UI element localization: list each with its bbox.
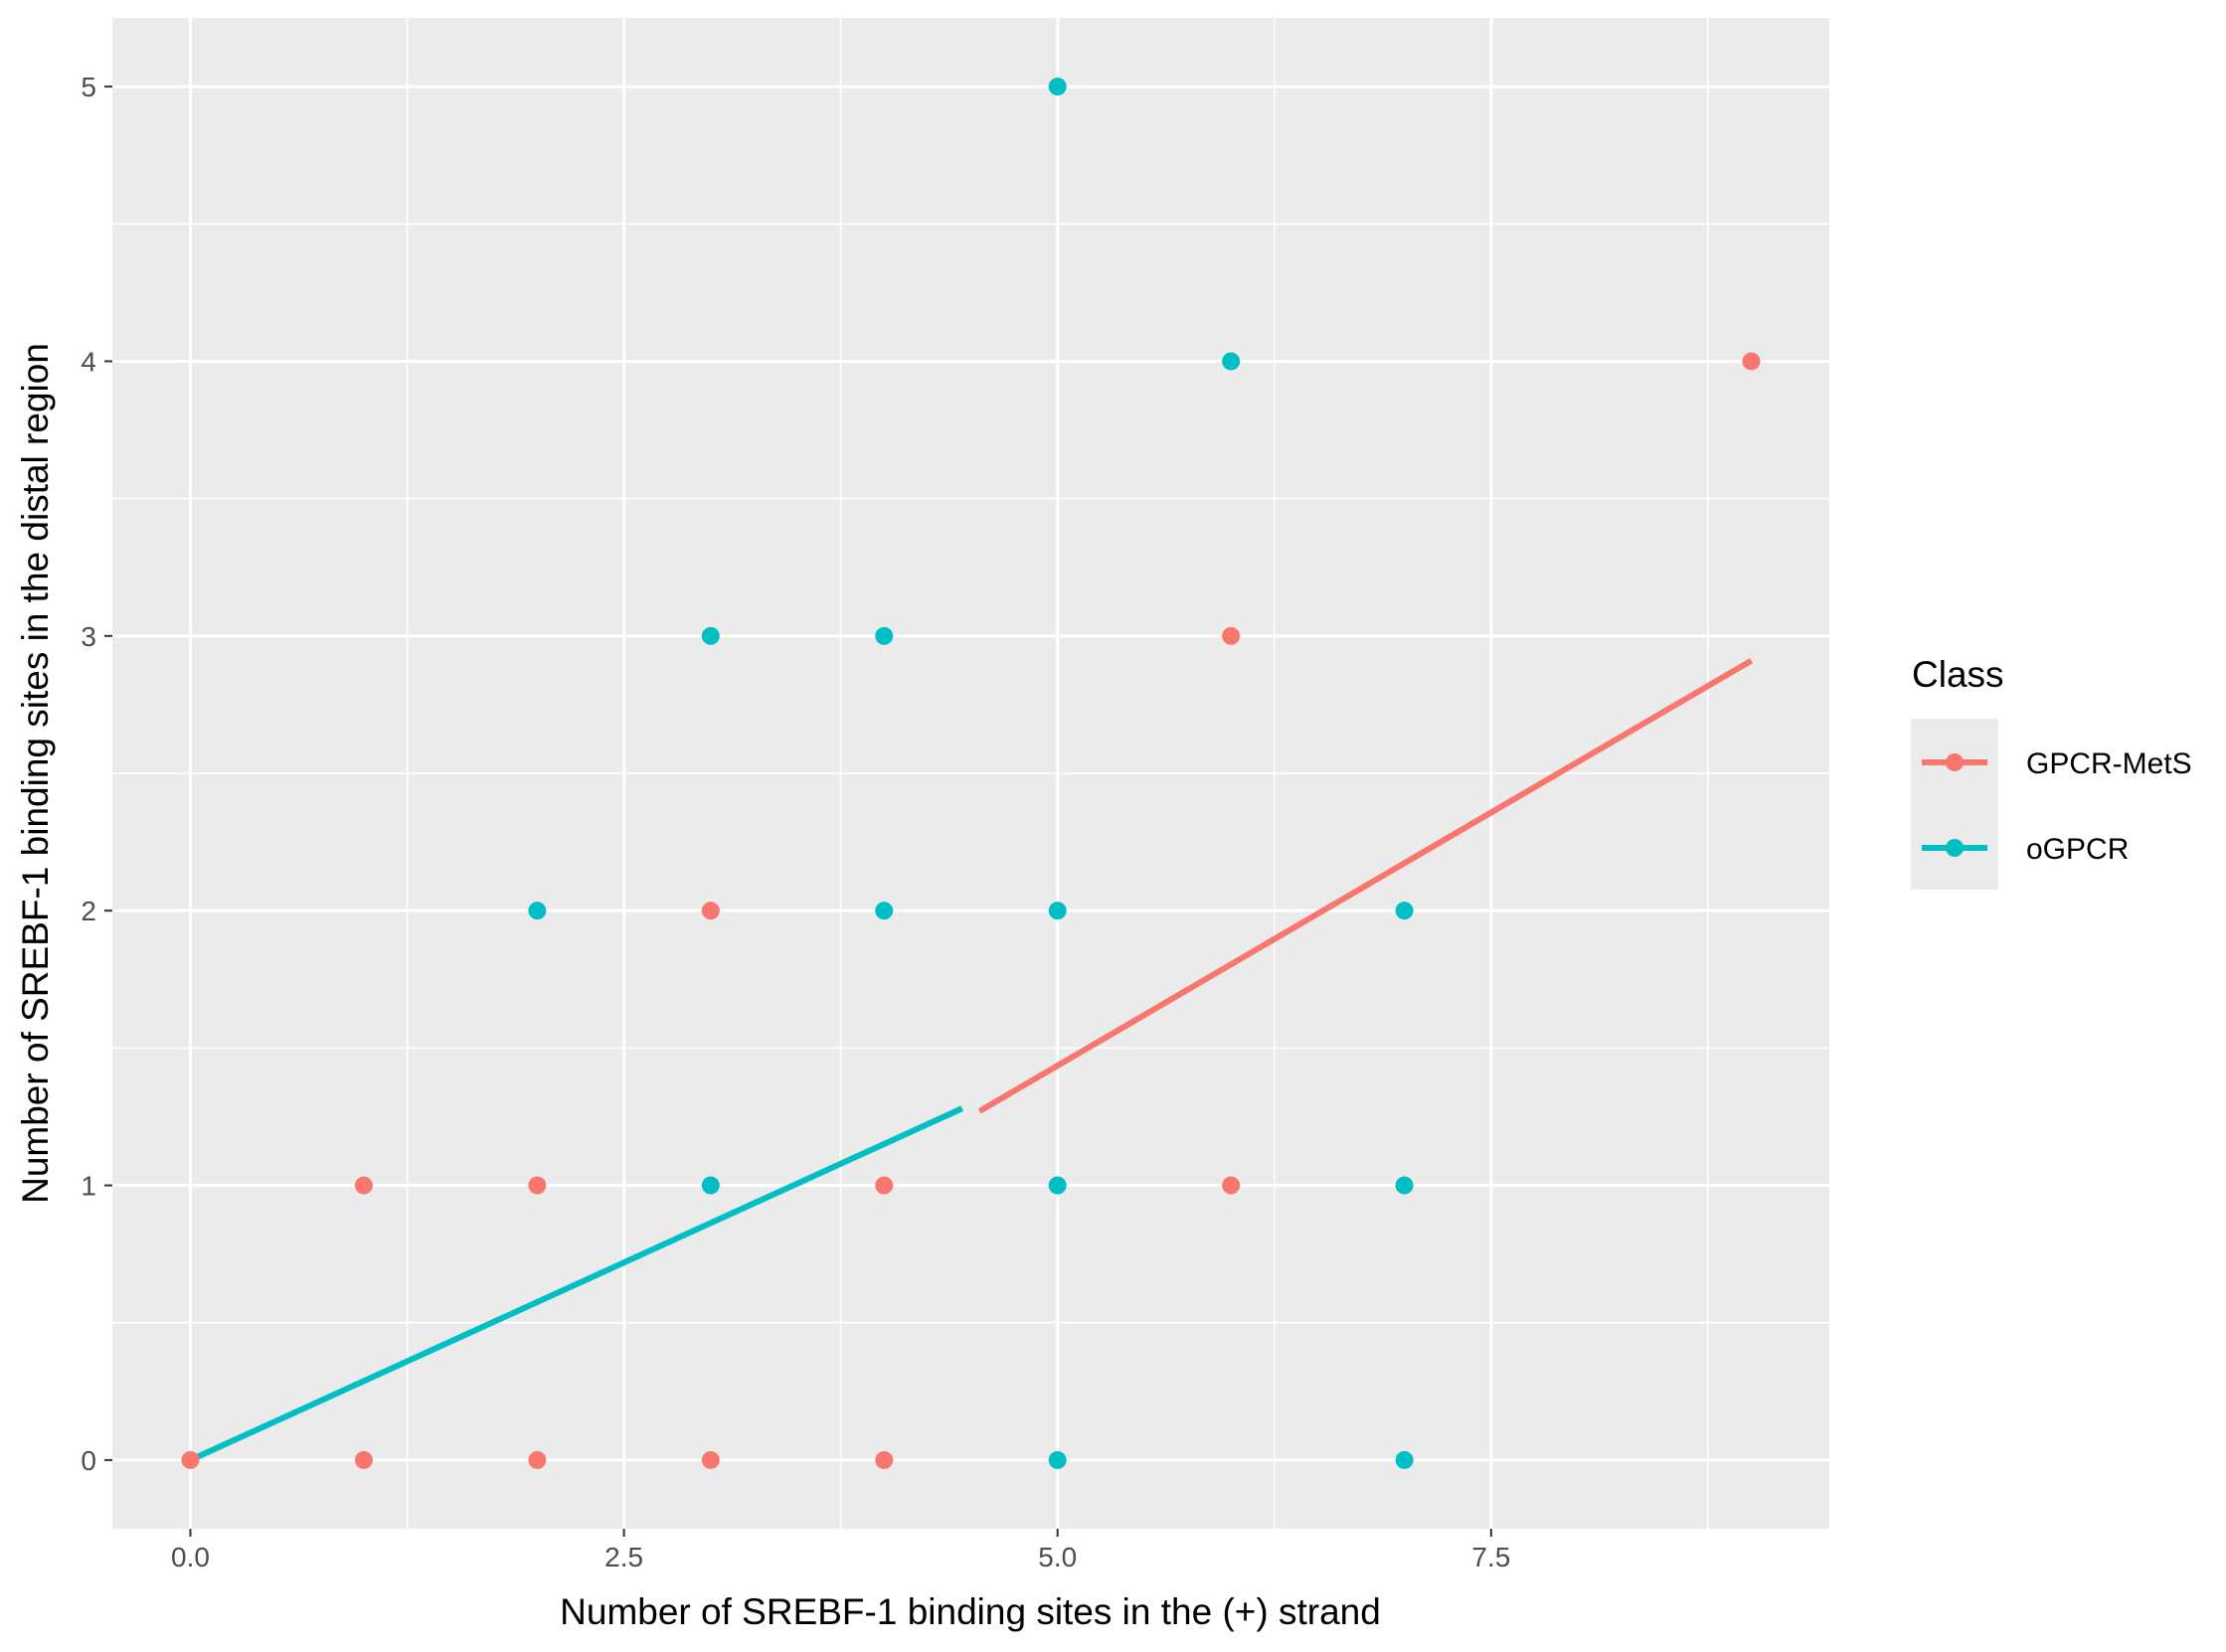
legend-label-ogpcr: oGPCR <box>2026 833 2129 866</box>
data-point-gpcr-mets <box>528 1176 547 1195</box>
legend-label-gpcr-mets: GPCR-MetS <box>2026 747 2192 780</box>
legend-title: Class <box>1912 654 2004 695</box>
y-tick-label: 4 <box>81 346 96 377</box>
data-point-gpcr-mets <box>875 1450 894 1469</box>
legend-key-point-gpcr-mets <box>1946 753 1964 771</box>
data-point-gpcr-mets <box>701 1450 720 1469</box>
data-point-ogpcr <box>701 626 720 645</box>
x-tick-label: 5.0 <box>1038 1542 1077 1572</box>
data-point-gpcr-mets <box>354 1450 373 1469</box>
trend-line-ogpcr <box>189 1105 964 1463</box>
data-point-ogpcr <box>701 1176 720 1195</box>
data-point-ogpcr <box>1222 352 1241 371</box>
data-point-ogpcr <box>875 626 894 645</box>
data-point-ogpcr <box>1048 902 1067 920</box>
data-point-ogpcr <box>1048 1176 1067 1195</box>
data-points <box>181 78 1761 1469</box>
y-tick-label: 5 <box>81 72 96 102</box>
x-axis-ticks: 0.0 2.5 5.0 7.5 <box>171 1529 1510 1572</box>
legend-key-background <box>1911 719 1998 890</box>
data-point-ogpcr <box>528 902 547 920</box>
minor-gridlines <box>112 18 1829 1529</box>
data-point-gpcr-mets <box>1222 1176 1241 1195</box>
data-point-ogpcr <box>1395 902 1414 920</box>
trend-line-gpcr-mets <box>977 658 1754 1114</box>
data-point-ogpcr <box>1395 1176 1414 1195</box>
data-point-ogpcr <box>875 902 894 920</box>
trend-lines <box>189 658 1754 1463</box>
y-tick-label: 1 <box>81 1171 96 1202</box>
legend-key-point-ogpcr <box>1946 839 1964 857</box>
y-tick-label: 3 <box>81 621 96 652</box>
x-axis-title: Number of SREBF-1 binding sites in the (… <box>560 1591 1381 1632</box>
data-point-gpcr-mets <box>528 1450 547 1469</box>
major-gridlines <box>112 18 1829 1529</box>
data-point-gpcr-mets <box>701 902 720 920</box>
x-tick-label: 2.5 <box>604 1542 643 1572</box>
y-axis-ticks: 0 1 2 3 4 5 <box>81 72 112 1476</box>
data-point-gpcr-mets <box>1742 352 1761 371</box>
data-point-ogpcr <box>1395 1450 1414 1469</box>
legend-items: GPCR-MetS oGPCR <box>1922 747 2192 866</box>
data-point-gpcr-mets <box>1222 626 1241 645</box>
data-point-gpcr-mets <box>181 1450 200 1469</box>
y-tick-label: 2 <box>81 896 96 926</box>
x-tick-label: 0.0 <box>171 1542 210 1572</box>
x-tick-label: 7.5 <box>1471 1542 1510 1572</box>
y-axis-title: Number of SREBF-1 binding sites in the d… <box>15 343 56 1204</box>
data-point-ogpcr <box>1048 78 1067 96</box>
data-point-gpcr-mets <box>354 1176 373 1195</box>
y-tick-label: 0 <box>81 1445 96 1476</box>
legend: Class GPCR-MetS oGPCR <box>1911 654 2192 890</box>
data-point-gpcr-mets <box>875 1176 894 1195</box>
data-point-ogpcr <box>1048 1450 1067 1469</box>
